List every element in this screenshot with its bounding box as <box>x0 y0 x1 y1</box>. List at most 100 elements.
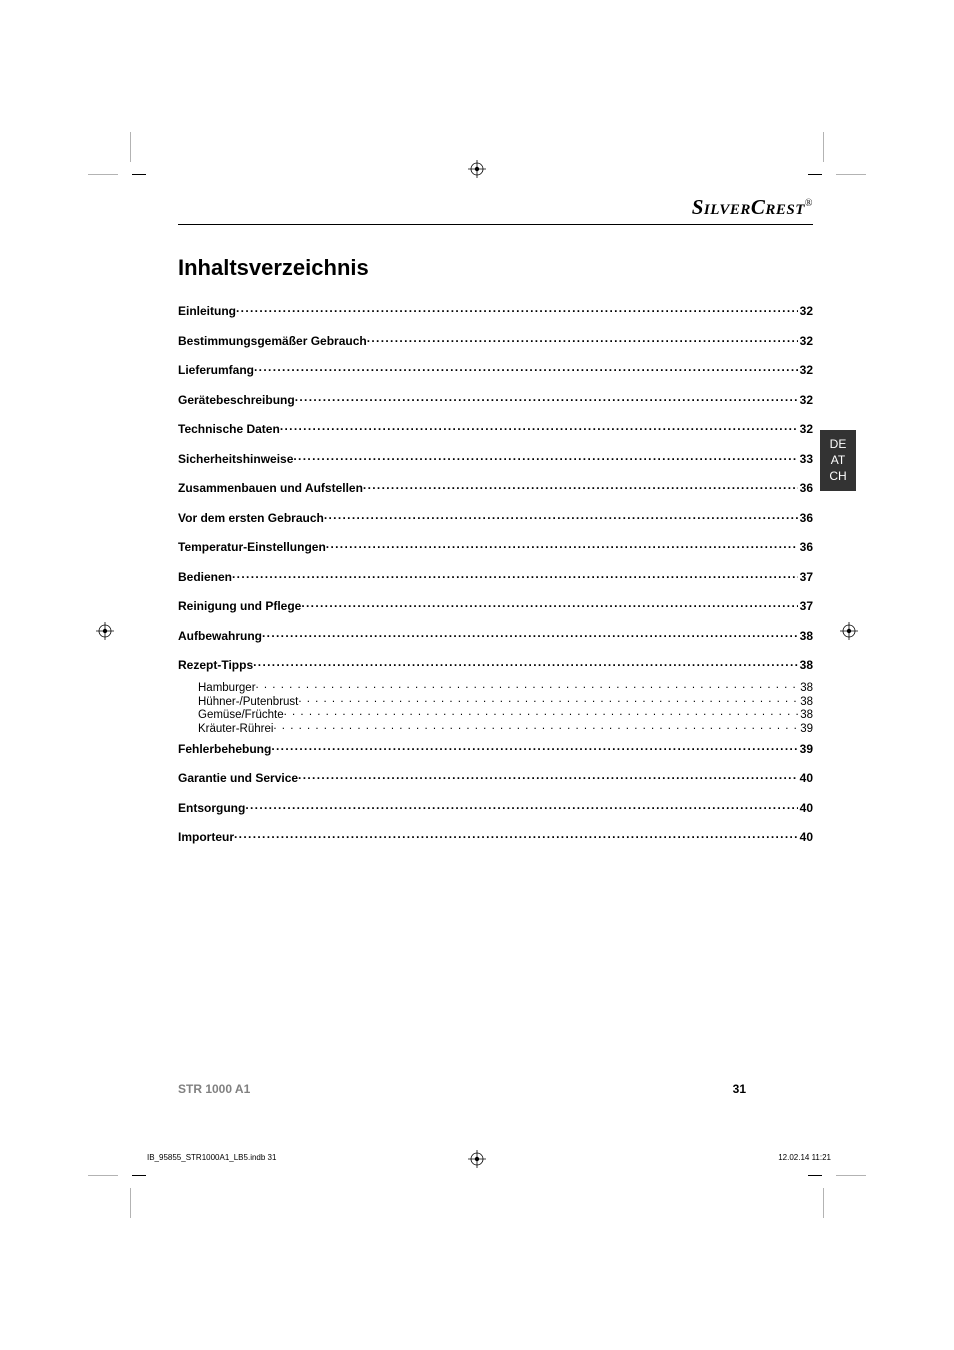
crop-mark <box>823 1188 824 1218</box>
toc-entry: Rezept-Tipps 38 <box>178 657 813 672</box>
toc-leader <box>253 657 798 669</box>
toc-page: 32 <box>798 422 813 436</box>
crop-mark <box>130 132 131 162</box>
toc-label: Bestimmungsgemäßer Gebrauch <box>178 334 367 348</box>
page-number: 31 <box>733 1082 746 1096</box>
toc-entry: Sicherheitshinweise33 <box>178 451 813 466</box>
toc-leader <box>367 333 798 345</box>
crop-tick <box>132 174 146 175</box>
toc-entry: Kräuter-Rührei 39 <box>178 720 813 735</box>
toc-page: 33 <box>798 452 813 466</box>
toc-entry: Zusammenbauen und Aufstellen 36 <box>178 480 813 495</box>
toc-page: 40 <box>798 830 813 844</box>
toc-leader <box>324 510 798 522</box>
crop-mark <box>823 132 824 162</box>
toc-page: 38 <box>798 696 813 708</box>
brand-logo: SilverCrest® <box>692 195 813 220</box>
toc-page: 39 <box>798 742 813 756</box>
toc-page: 38 <box>798 709 813 721</box>
toc-page: 32 <box>798 334 813 348</box>
toc-entry: Gerätebeschreibung 32 <box>178 392 813 407</box>
toc-page: 32 <box>798 363 813 377</box>
toc-label: Importeur <box>178 830 234 844</box>
toc-leader <box>298 770 798 782</box>
toc-entry: Importeur 40 <box>178 829 813 844</box>
toc-page: 32 <box>798 393 813 407</box>
crop-tick <box>808 174 822 175</box>
toc-leader <box>295 392 798 404</box>
toc-entry: Bedienen37 <box>178 569 813 584</box>
brand-mark: ® <box>805 198 813 209</box>
toc-label: Temperatur-Einstellungen <box>178 540 326 554</box>
toc-label: Rezept-Tipps <box>178 658 253 672</box>
toc-leader <box>254 362 798 374</box>
lang-code: CH <box>820 468 856 484</box>
toc-entry: Aufbewahrung 38 <box>178 628 813 643</box>
toc-entry: Temperatur-Einstellungen 36 <box>178 539 813 554</box>
page-footer: STR 1000 A1 31 <box>178 1082 746 1096</box>
toc-label: Hamburger <box>198 682 256 694</box>
toc-entry: Fehlerbehebung 39 <box>178 741 813 756</box>
toc-leader <box>363 480 798 492</box>
toc-leader <box>298 693 798 705</box>
toc-leader <box>293 451 797 463</box>
toc-leader <box>326 539 798 551</box>
brand-part2: Crest <box>751 195 805 219</box>
toc-label: Zusammenbauen und Aufstellen <box>178 481 363 495</box>
registration-mark-icon <box>468 160 486 178</box>
toc-entry: Bestimmungsgemäßer Gebrauch 32 <box>178 333 813 348</box>
toc-page: 36 <box>798 540 813 554</box>
crop-mark <box>836 174 866 175</box>
crop-tick <box>808 1175 822 1176</box>
registration-mark-icon <box>96 622 114 640</box>
footer-model: STR 1000 A1 <box>178 1082 250 1096</box>
crop-mark <box>130 1188 131 1218</box>
toc-entry: Hamburger 38 <box>178 680 813 695</box>
toc-leader <box>236 303 798 315</box>
toc-label: Technische Daten <box>178 422 280 436</box>
toc-label: Aufbewahrung <box>178 629 262 643</box>
toc-label: Garantie und Service <box>178 771 298 785</box>
toc-leader <box>262 628 798 640</box>
toc-label: Kräuter-Rührei <box>198 723 273 735</box>
toc-page: 40 <box>798 801 813 815</box>
slug-datetime: 12.02.14 11:21 <box>778 1153 831 1162</box>
toc-entry: Gemüse/Früchte 38 <box>178 707 813 722</box>
toc-page: 36 <box>798 481 813 495</box>
page-title: Inhaltsverzeichnis <box>178 255 813 281</box>
crop-tick <box>132 1175 146 1176</box>
crop-mark <box>88 174 118 175</box>
toc-page: 39 <box>798 723 813 735</box>
crop-mark <box>88 1175 118 1176</box>
toc-entry: Lieferumfang32 <box>178 362 813 377</box>
toc-label: Einleitung <box>178 304 236 318</box>
toc-label: Gemüse/Früchte <box>198 709 284 721</box>
toc-page: 37 <box>798 570 813 584</box>
toc-leader <box>271 741 797 753</box>
toc-leader <box>273 720 798 732</box>
toc-page: 38 <box>798 658 813 672</box>
toc-label: Reinigung und Pflege <box>178 599 301 613</box>
toc-page: 36 <box>798 511 813 525</box>
toc-leader <box>232 569 798 581</box>
print-slug: IB_95855_STR1000A1_LB5.indb 31 12.02.14 … <box>147 1153 831 1162</box>
toc-entry: Hühner-/Putenbrust 38 <box>178 693 813 708</box>
toc-page: 38 <box>798 629 813 643</box>
toc-page: 38 <box>798 682 813 694</box>
toc-entry: Vor dem ersten Gebrauch 36 <box>178 510 813 525</box>
toc-entry: Entsorgung 40 <box>178 800 813 815</box>
crop-mark <box>836 1175 866 1176</box>
lang-code: DE <box>820 436 856 452</box>
toc-label: Fehlerbehebung <box>178 742 271 756</box>
slug-file: IB_95855_STR1000A1_LB5.indb 31 <box>147 1153 276 1162</box>
header-rule: SilverCrest® <box>178 195 813 225</box>
toc-leader <box>280 421 798 433</box>
toc-leader <box>256 680 799 692</box>
toc-page: 40 <box>798 771 813 785</box>
toc-leader <box>301 598 797 610</box>
toc-leader <box>245 800 797 812</box>
toc-label: Vor dem ersten Gebrauch <box>178 511 324 525</box>
toc-label: Entsorgung <box>178 801 245 815</box>
toc-leader <box>234 829 798 841</box>
toc-label: Gerätebeschreibung <box>178 393 295 407</box>
